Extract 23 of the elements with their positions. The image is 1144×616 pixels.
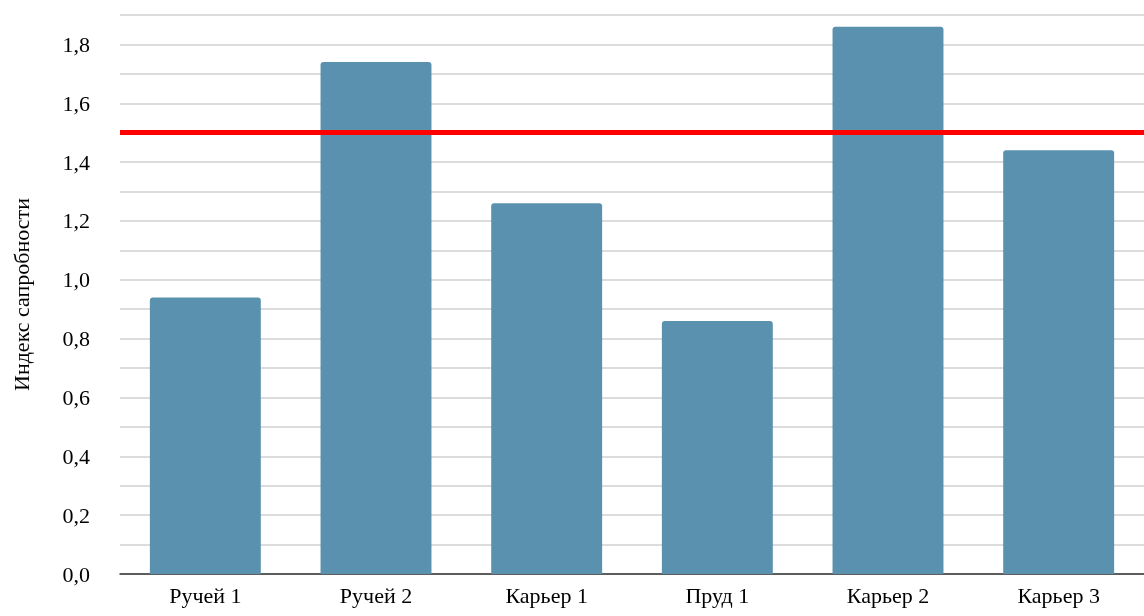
y-tick-label: 1,6 bbox=[62, 90, 90, 116]
x-tick-label: Ручей 1 bbox=[169, 582, 242, 608]
bar bbox=[1003, 150, 1115, 574]
bar bbox=[320, 62, 432, 574]
x-tick-label: Карьер 3 bbox=[1017, 582, 1100, 608]
y-tick-label: 0,8 bbox=[62, 326, 90, 352]
bar bbox=[661, 320, 773, 574]
x-tick-label: Пруд 1 bbox=[685, 582, 750, 608]
bar bbox=[491, 203, 603, 574]
x-tick-label: Карьер 1 bbox=[505, 582, 588, 608]
y-tick-label: 1,4 bbox=[62, 149, 90, 175]
y-tick-label: 0,6 bbox=[62, 384, 90, 410]
bar bbox=[832, 26, 944, 574]
y-tick-label: 0,4 bbox=[62, 443, 90, 469]
y-tick-label: 0,2 bbox=[62, 502, 90, 528]
y-tick-label: 1,8 bbox=[62, 31, 90, 57]
y-axis-title: Индекс сапробности bbox=[8, 197, 34, 391]
bar bbox=[149, 297, 261, 574]
x-tick-label: Карьер 2 bbox=[846, 582, 930, 608]
x-tick-label: Ручей 2 bbox=[339, 582, 413, 608]
y-tick-label: 0,0 bbox=[62, 561, 90, 587]
y-tick-label: 1,2 bbox=[62, 208, 90, 234]
y-tick-label: 1,0 bbox=[62, 267, 90, 293]
